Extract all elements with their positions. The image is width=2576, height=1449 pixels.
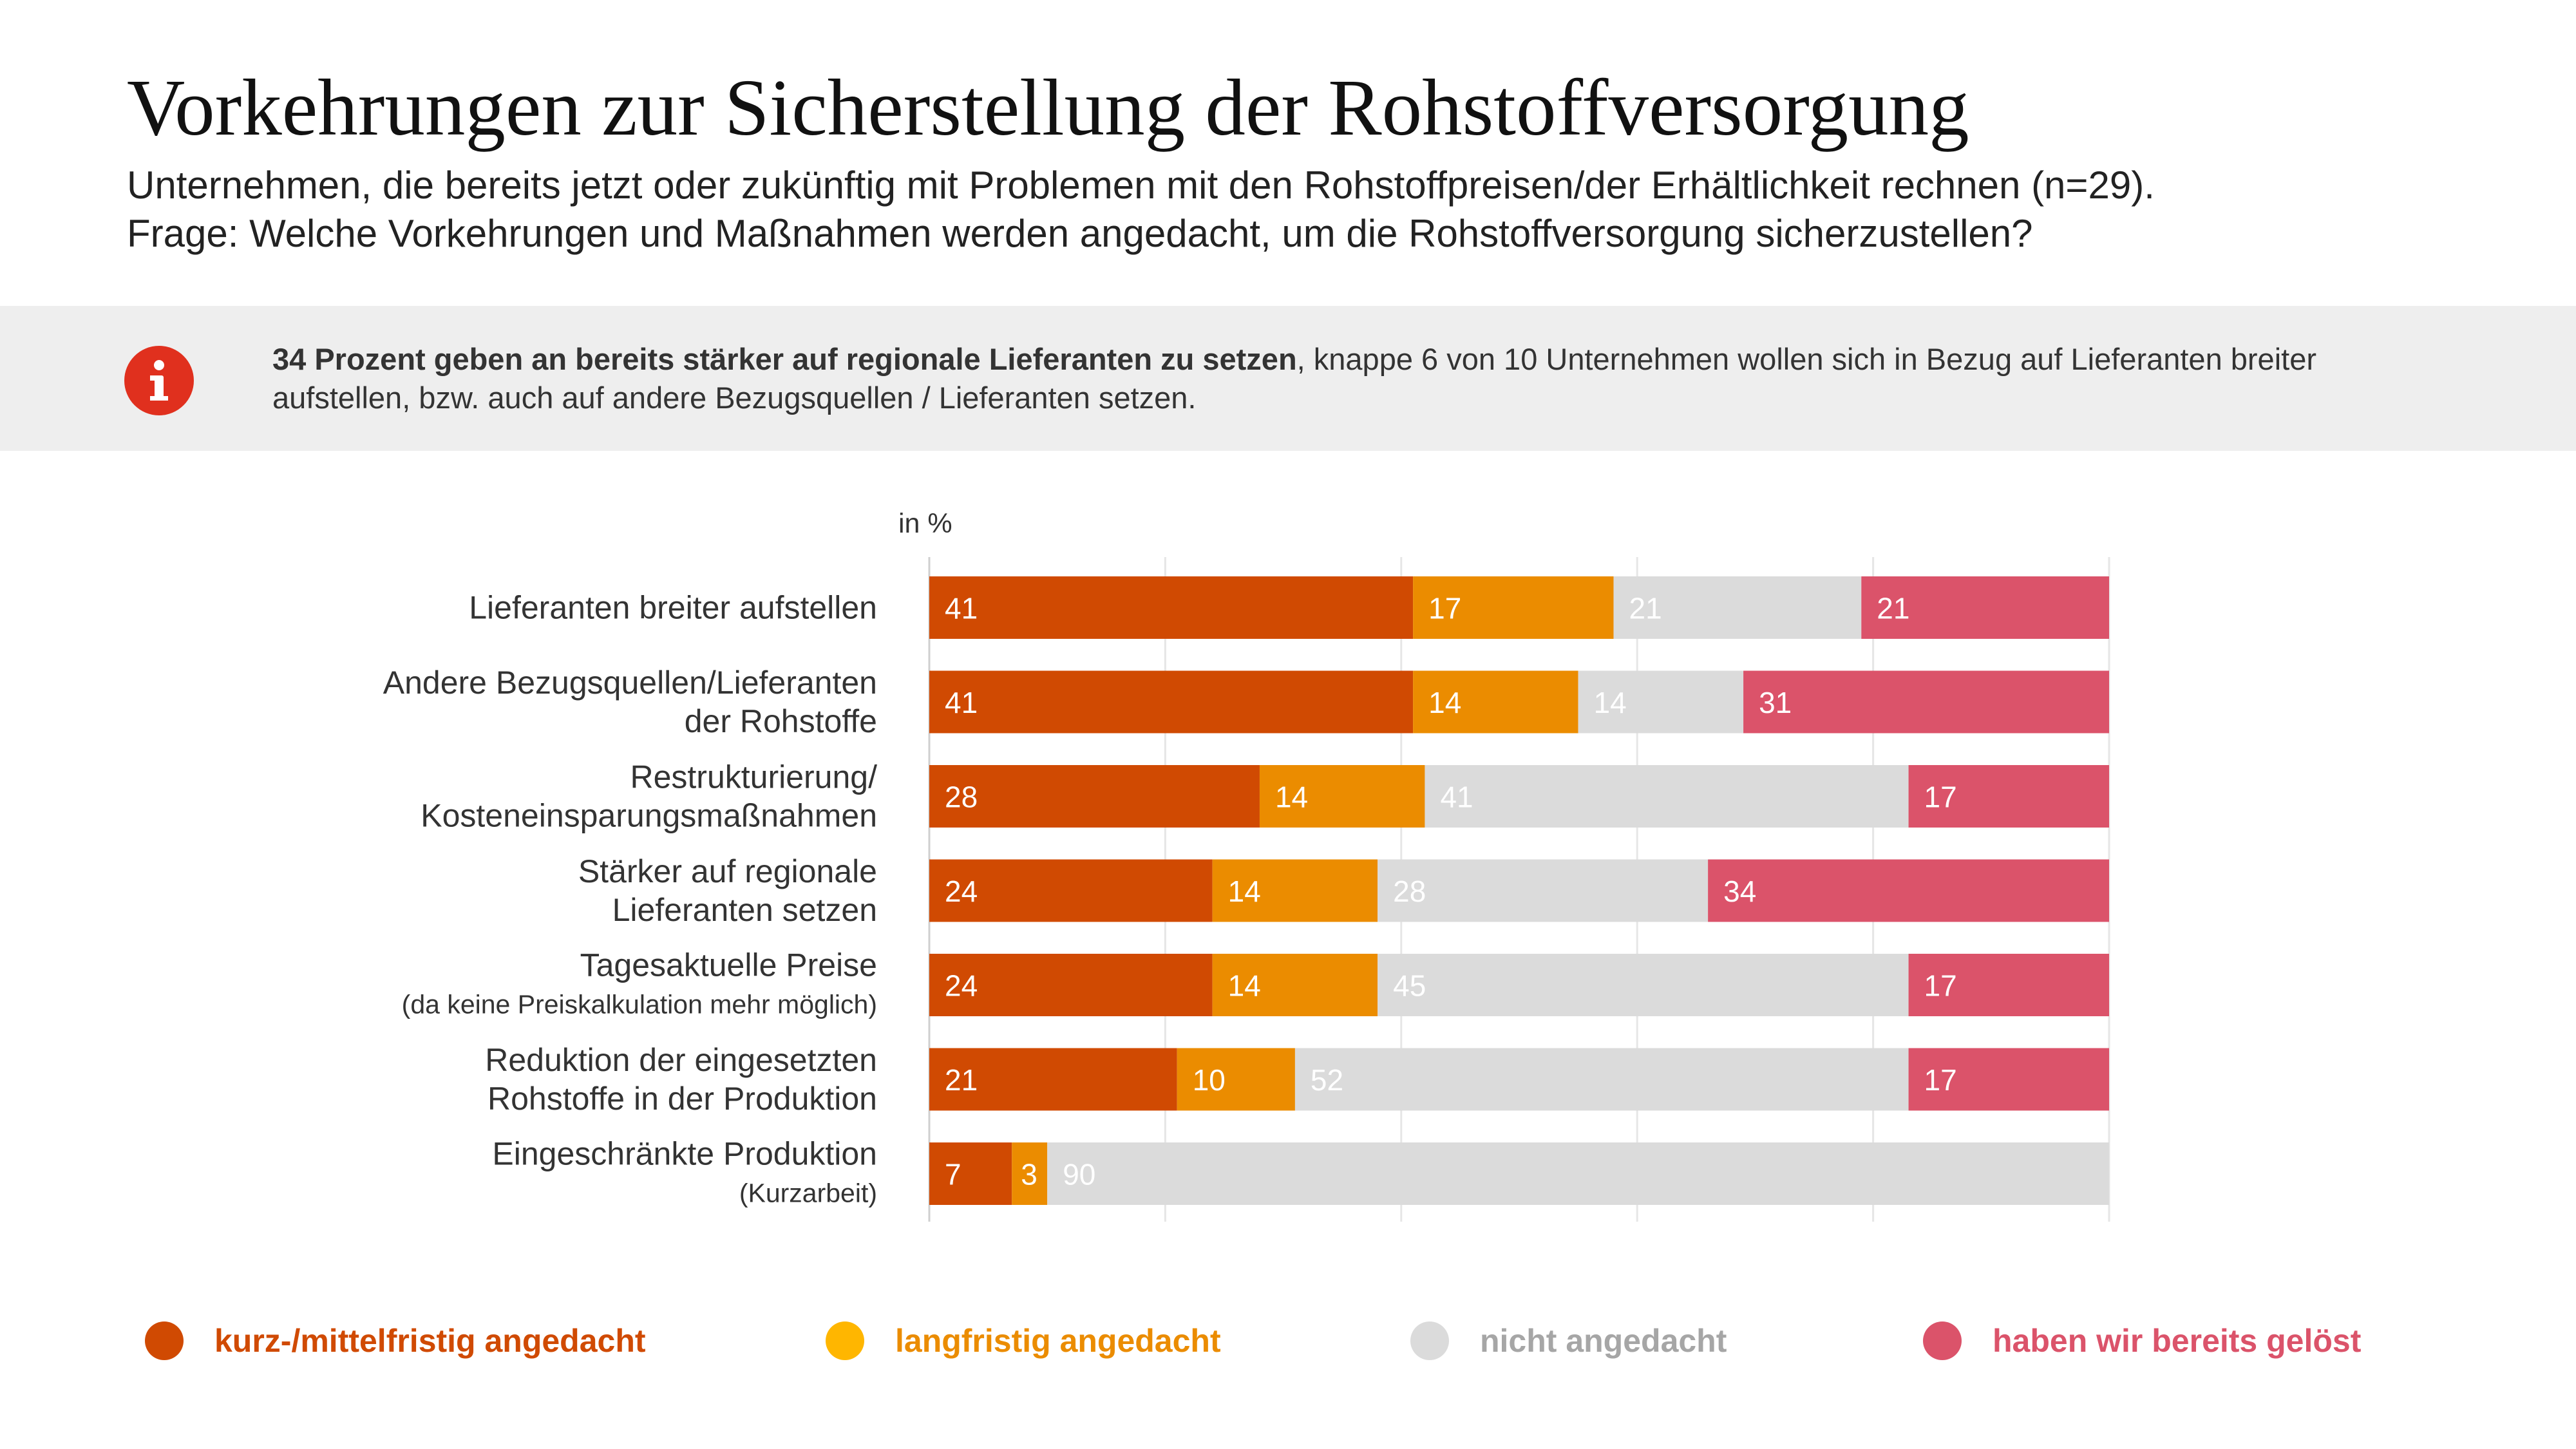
data-label: 10 — [1193, 1063, 1226, 1097]
legend-swatch — [1923, 1321, 1962, 1360]
data-label: 45 — [1393, 969, 1426, 1003]
data-label: 90 — [1063, 1158, 1095, 1191]
legend-item: haben wir bereits gelöst — [1923, 1318, 2361, 1363]
data-label: 28 — [1393, 875, 1426, 908]
page-title: Vorkehrungen zur Sicherstellung der Rohs… — [127, 64, 1969, 153]
data-label: 17 — [1924, 1063, 1957, 1097]
category-label: Reduktion der eingesetzten — [485, 1042, 877, 1078]
unit-label: in % — [898, 508, 952, 539]
data-label: 24 — [945, 875, 978, 908]
data-label: 17 — [1428, 592, 1461, 625]
legend-label: langfristig angedacht — [895, 1323, 1221, 1359]
bar-segment — [1378, 859, 1709, 922]
bar-segment — [1294, 1048, 1909, 1111]
data-label: 14 — [1428, 686, 1461, 719]
data-label: 41 — [945, 686, 978, 719]
category-label: Kosteneinsparungsmaßnahmen — [421, 798, 877, 834]
subtitle-sample-description: Unternehmen, die bereits jetzt oder zukü… — [127, 164, 2155, 207]
category-label: Restrukturierung/ — [630, 759, 878, 795]
data-label: 41 — [945, 592, 978, 625]
bar-segment — [1177, 1048, 1295, 1111]
bar-segment — [929, 576, 1414, 639]
legend-swatch — [145, 1321, 184, 1360]
legend-label: nicht angedacht — [1480, 1323, 1727, 1359]
legend-label: haben wir bereits gelöst — [1993, 1323, 2362, 1359]
bar-segment — [1708, 859, 2109, 922]
data-label: 14 — [1275, 781, 1308, 814]
category-label: der Rohstoffe — [685, 703, 877, 739]
bar-segment — [1259, 765, 1425, 828]
data-label: 28 — [945, 781, 978, 814]
data-label: 14 — [1594, 686, 1627, 719]
bar-segment — [1378, 954, 1909, 1016]
bar-segment — [1212, 859, 1378, 922]
bar-segment — [929, 1142, 1012, 1205]
info-icon — [124, 346, 194, 415]
banner-regular-text: , knappe 6 von 10 Unternehmen wollen sic… — [272, 342, 2316, 415]
bar-segment — [1413, 670, 1578, 734]
category-label: Lieferanten setzen — [612, 892, 877, 928]
data-label: 21 — [1877, 592, 1909, 625]
data-label: 52 — [1311, 1063, 1343, 1097]
data-label: 17 — [1924, 781, 1957, 814]
category-label: Stärker auf regionale — [578, 853, 877, 889]
data-label: 14 — [1228, 969, 1261, 1003]
bar-segment — [1012, 1142, 1048, 1205]
bar-segment — [1578, 670, 1744, 734]
data-label: 31 — [1759, 686, 1792, 719]
data-label: 7 — [945, 1158, 961, 1191]
data-label: 41 — [1440, 781, 1473, 814]
category-label: Tagesaktuelle Preise — [580, 947, 877, 983]
page-subtitle: Unternehmen, die bereits jetzt oder zukü… — [127, 161, 2155, 258]
legend-swatch — [826, 1321, 864, 1360]
legend-label: kurz-/mittelfristig angedacht — [214, 1323, 646, 1359]
legend-item: kurz-/mittelfristig angedacht — [145, 1318, 646, 1363]
bar-segment — [929, 954, 1213, 1016]
bar-segment — [1908, 765, 2109, 828]
bar-segment — [1861, 576, 2109, 639]
info-banner — [0, 306, 2576, 451]
category-label: Andere Bezugsquellen/Lieferanten — [383, 665, 877, 701]
banner-text: 34 Prozent geben an bereits stärker auf … — [272, 340, 2462, 417]
data-label: 17 — [1924, 969, 1957, 1003]
data-label: 21 — [1629, 592, 1662, 625]
legend-item: langfristig angedacht — [826, 1318, 1221, 1363]
data-label: 24 — [945, 969, 978, 1003]
legend-item: nicht angedacht — [1410, 1318, 1727, 1363]
bar-segment — [1908, 1048, 2109, 1111]
data-label: 3 — [1021, 1158, 1037, 1191]
bar-segment — [1425, 765, 1909, 828]
bar-segment — [929, 1048, 1177, 1111]
stacked-bar-chart: in % Lieferanten breiter aufstellen 41 17 21… — [383, 508, 2110, 1222]
legend-swatch — [1410, 1321, 1449, 1360]
bar-segment — [1908, 954, 2109, 1016]
banner-bold-text: 34 Prozent geben an bereits stärker auf … — [272, 342, 1297, 376]
category-note: (Kurzarbeit) — [739, 1179, 877, 1208]
category-label: Eingeschränkte Produktion — [492, 1136, 877, 1172]
bar-segment — [1613, 576, 1862, 639]
bar-segment — [929, 765, 1260, 828]
bar-segment — [1212, 954, 1378, 1016]
subtitle-question: Frage: Welche Vorkehrungen und Maßnahmen… — [127, 212, 2033, 255]
bar-segment — [1413, 576, 1614, 639]
category-label: Lieferanten breiter aufstellen — [469, 590, 877, 626]
bar-segment — [1743, 670, 2109, 734]
bar-segment — [1047, 1142, 2109, 1205]
category-label: Rohstoffe in der Produktion — [488, 1081, 877, 1117]
bar-segment — [929, 670, 1414, 734]
data-label: 14 — [1228, 875, 1261, 908]
category-note: (da keine Preiskalkulation mehr möglich) — [402, 990, 877, 1019]
data-label: 34 — [1723, 875, 1756, 908]
bar-segment — [929, 859, 1213, 922]
data-label: 21 — [945, 1063, 978, 1097]
